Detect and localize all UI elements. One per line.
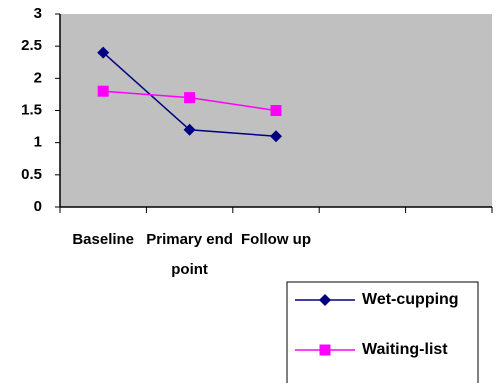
marker [270,105,282,116]
marker [97,85,109,97]
x-label-box: Follow up [241,231,311,248]
legend-label: Waiting-list [362,341,448,358]
x-label-box: Primary end point [146,231,233,278]
x-tick-label: Primary end point [146,231,233,278]
marker [183,123,196,136]
y-tick-label: 0.5 [21,166,42,183]
y-tick-label: 2.5 [21,37,42,54]
marker [97,46,110,59]
y-tick-label: 1.5 [21,101,42,118]
x-label-box: Baseline [72,231,135,248]
y-tick-label: 1 [34,134,42,151]
marker [319,344,331,356]
x-tick-label: Follow up [241,231,311,248]
marker [184,92,196,104]
marker [319,294,331,306]
legend-box [286,281,479,383]
y-tick-label: 2 [34,69,42,86]
x-tick-label: Baseline [72,231,135,248]
legend-label: Wet-cupping [362,291,459,308]
marker [270,130,282,143]
y-tick-label: 3 [34,5,42,22]
y-tick-label: 0 [34,198,42,215]
